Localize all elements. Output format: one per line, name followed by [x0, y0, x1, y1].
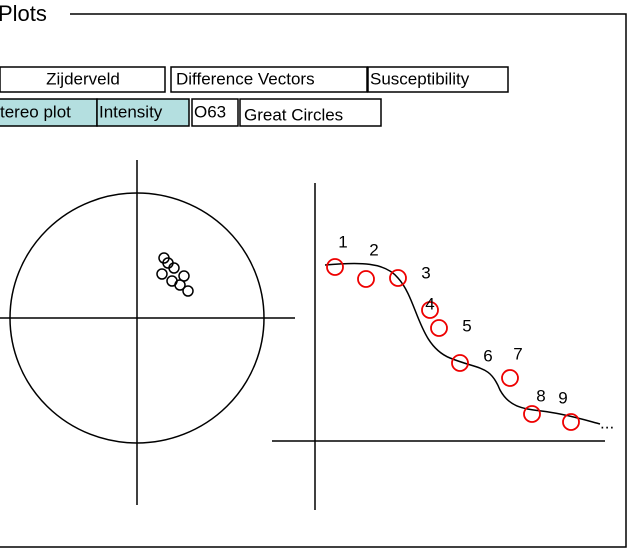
measurement-point: [523, 405, 541, 423]
measurement-point: [326, 258, 344, 276]
point-label: 3: [421, 263, 430, 282]
point-label: 1: [338, 232, 347, 251]
measurement-point: [451, 354, 469, 372]
tab-row-2: tereo plot Intensity O63 Great Circles: [0, 98, 382, 127]
point-label: 8: [536, 386, 545, 405]
tab[interactable]: [170, 66, 368, 93]
tab[interactable]: [96, 98, 190, 127]
group-border: [0, 13, 627, 548]
continuation-mark: ...: [600, 413, 614, 432]
measurement-point: [389, 269, 407, 287]
point-label: 9: [558, 388, 567, 407]
intensity-plot: 1 2 3 4 56 7 8 9...: [272, 183, 614, 510]
direction-point: [168, 262, 180, 274]
tab[interactable]: [191, 98, 239, 127]
tab-label[interactable]: O63: [194, 102, 226, 121]
measurement-point: [421, 301, 439, 319]
point-label: 7: [513, 344, 522, 363]
measurement-point: [501, 369, 519, 387]
group-title: Plots: [0, 1, 47, 26]
tab[interactable]: [239, 98, 382, 127]
tab-label[interactable]: Susceptibility: [370, 69, 470, 88]
direction-point: [182, 285, 194, 297]
point-label: 5: [462, 316, 471, 335]
tab-label[interactable]: Difference Vectors: [176, 69, 315, 88]
point-label: 6: [483, 346, 492, 365]
tab-label[interactable]: Zijderveld: [46, 69, 120, 88]
tab[interactable]: [367, 66, 509, 93]
point-label: 4: [425, 294, 434, 313]
measurement-point: [562, 413, 580, 431]
measurement-point: [357, 270, 375, 288]
tab-label[interactable]: Intensity: [99, 102, 163, 121]
direction-point: [156, 268, 168, 280]
tab-label[interactable]: Great Circles: [244, 105, 343, 124]
point-label: 2: [369, 240, 378, 259]
direction-point: [174, 279, 186, 291]
measurement-point: [430, 319, 448, 337]
tab[interactable]: [0, 66, 166, 93]
tab-label[interactable]: tereo plot: [0, 102, 71, 121]
stereo-plot: [0, 160, 295, 505]
intensity-curve: [324, 262, 601, 425]
tab-row-1: Zijderveld Difference Vectors Susceptibi…: [0, 66, 509, 93]
tab[interactable]: [0, 98, 98, 127]
